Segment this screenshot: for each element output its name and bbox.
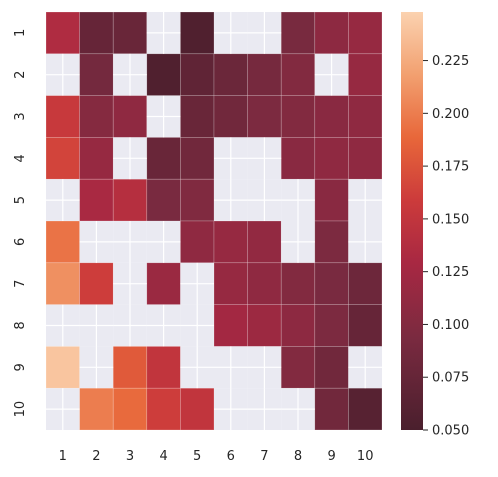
heatmap-cell [348, 137, 383, 180]
heatmap-cell [348, 11, 383, 55]
heatmap-cell [146, 346, 181, 389]
y-tick-label: 3 [13, 112, 28, 120]
heatmap-cell [280, 137, 316, 180]
heatmap-cell [112, 178, 148, 222]
colorbar [401, 12, 423, 430]
y-tick-label: 6 [13, 238, 28, 246]
colorbar-tick-label: 0.075 [432, 371, 469, 386]
colorbar-tick-label: 0.100 [432, 318, 469, 333]
heatmap-cell [45, 95, 80, 138]
heatmap-cell [79, 178, 114, 222]
heatmap-cell [247, 220, 282, 264]
heatmap-cell [180, 95, 215, 138]
x-tick-label: 7 [260, 449, 268, 464]
x-axis-ticks: 1 2 3 4 5 6 7 8 9 10 [59, 449, 374, 464]
heatmap-cell [280, 304, 316, 347]
heatmap-cell [79, 95, 114, 138]
heatmap-cell [247, 53, 282, 96]
heatmap-cell [45, 220, 80, 264]
x-tick-label: 5 [193, 449, 201, 464]
x-tick-label: 10 [357, 449, 374, 464]
heatmap-cell [213, 220, 248, 264]
heatmap-cell [314, 262, 349, 305]
heatmap-cell [280, 346, 316, 389]
heatmap-cell [314, 95, 349, 138]
heatmap-cell [45, 262, 80, 305]
heatmap-cell [79, 11, 114, 55]
x-tick-label: 9 [327, 449, 335, 464]
heatmap-cell [213, 53, 248, 96]
heatmap-cell [348, 262, 383, 305]
x-tick-label: 4 [159, 449, 167, 464]
heatmap-cell [314, 178, 349, 222]
heatmap-cell [247, 304, 282, 347]
colorbar-tick-label: 0.175 [432, 160, 469, 175]
heatmap-cell [180, 178, 215, 222]
y-tick-label: 4 [13, 154, 28, 162]
heatmap-cell [79, 387, 114, 431]
y-tick-label: 7 [13, 280, 28, 288]
heatmap-cell [280, 11, 316, 55]
colorbar-tick-label: 0.150 [432, 212, 469, 227]
heatmap-cell [45, 11, 80, 55]
colorbar-tick-label: 0.225 [432, 54, 469, 69]
heatmap-cell [247, 262, 282, 305]
heatmap-cell [314, 137, 349, 180]
heatmap-cell [180, 53, 215, 96]
heatmap-cell [280, 95, 316, 138]
colorbar-tick-label: 0.125 [432, 265, 469, 280]
colorbar-ticks: 0.050 0.075 0.100 0.125 0.150 0.175 0.200 0.225 [423, 54, 469, 439]
heatmap-cell [180, 11, 215, 55]
heatmap-cell [180, 220, 215, 264]
heatmap-gridlines [46, 12, 382, 430]
y-tick-label: 5 [13, 196, 28, 204]
y-tick-label: 1 [13, 29, 28, 37]
heatmap-cell [213, 262, 248, 305]
y-tick-label: 2 [13, 71, 28, 79]
x-tick-label: 3 [126, 449, 134, 464]
heatmap-cell [180, 137, 215, 180]
heatmap-cell [280, 262, 316, 305]
heatmap-cell [79, 262, 114, 305]
heatmap-cell [112, 95, 148, 138]
heatmap-cell [112, 11, 148, 55]
y-tick-label: 9 [13, 363, 28, 371]
heatmap-cell [314, 346, 349, 389]
heatmap-cell [146, 178, 181, 222]
heatmap-cell [213, 304, 248, 347]
heatmap-cell [247, 95, 282, 138]
heatmap-cell [314, 220, 349, 264]
heatmap-cell [146, 137, 181, 180]
heatmap-cell [146, 262, 181, 305]
heatmap-cell [180, 387, 215, 431]
heatmap-cell [112, 346, 148, 389]
heatmap-cell [45, 346, 80, 389]
y-tick-label: 10 [13, 401, 28, 418]
heatmap-cell [45, 137, 80, 180]
heatmap-cell [112, 387, 148, 431]
heatmap-cell [146, 387, 181, 431]
heatmap-cell [280, 53, 316, 96]
x-tick-label: 8 [294, 449, 302, 464]
y-tick-label: 8 [13, 321, 28, 329]
heatmap-cell [348, 387, 383, 431]
colorbar-tick-label: 0.200 [432, 107, 469, 122]
colorbar-tick-label: 0.050 [432, 424, 469, 439]
heatmap-cell [213, 95, 248, 138]
heatmap-cell [348, 95, 383, 138]
x-tick-label: 6 [227, 449, 235, 464]
x-tick-label: 2 [92, 449, 100, 464]
heatmap-cell [79, 137, 114, 180]
y-axis-ticks: 1 2 3 4 5 6 7 8 9 10 [13, 29, 28, 418]
heatmap-cell [79, 53, 114, 96]
heatmap-cell [314, 11, 349, 55]
x-tick-label: 1 [59, 449, 67, 464]
heatmap-cell [314, 304, 349, 347]
heatmap-cell [348, 53, 383, 96]
heatmap-cell [314, 387, 349, 431]
heatmap-cell [348, 304, 383, 347]
heatmap-cell [146, 53, 181, 96]
